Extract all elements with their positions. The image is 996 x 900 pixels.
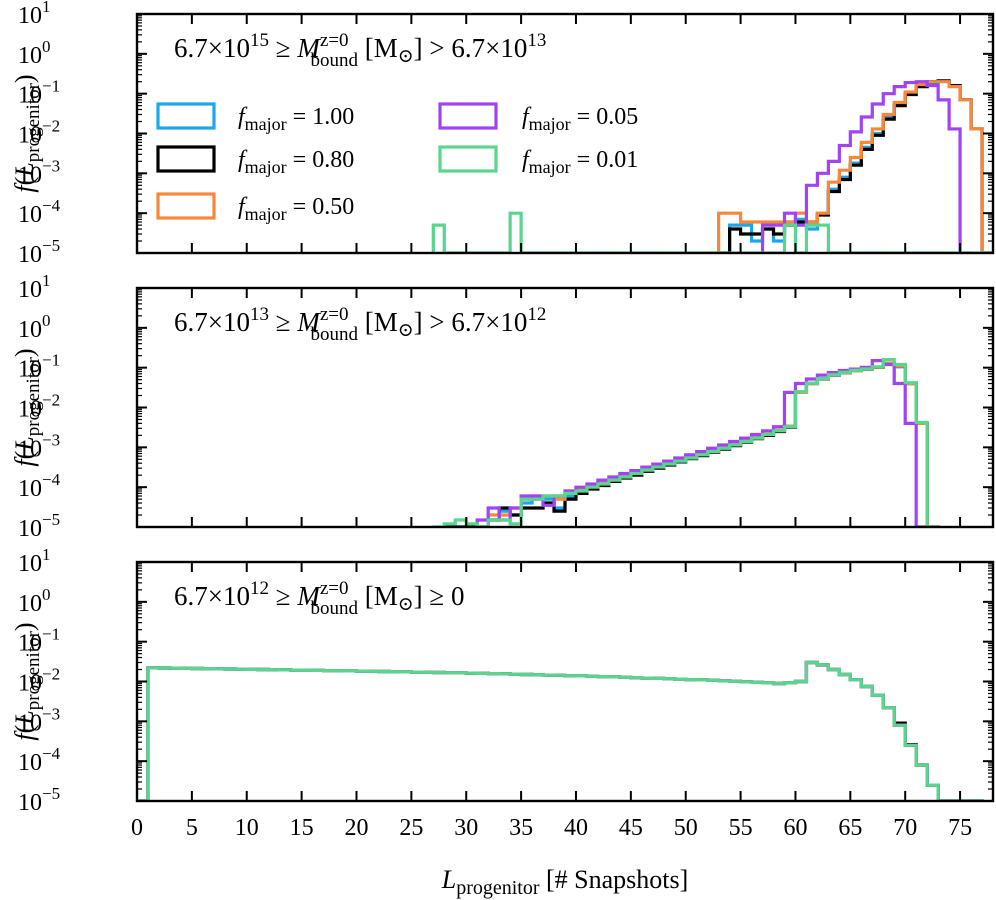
panel-3: 101 100 10−1 10−2 10−3 10−4 10−5 0 5 10 15 20 25 30 35… (10, 545, 995, 899)
x-axis-label: Lprogenitor [# Snapshots] (441, 865, 689, 899)
y-tick-label: 10−4 (18, 744, 61, 776)
y-tick-label: 100 (18, 37, 51, 69)
x-tick-label: 50 (674, 815, 698, 841)
x-tick-label: 75 (948, 815, 972, 841)
legend-label: fmajor = 1.00 (238, 104, 354, 134)
series-line-f-major-0-50 (486, 361, 940, 527)
series-line-f-major-0-01 (431, 211, 993, 253)
x-tick-label: 10 (235, 815, 259, 841)
x-tick-label: 0 (131, 815, 143, 841)
legend-label: fmajor = 0.50 (238, 194, 354, 224)
x-tick-label: 65 (838, 815, 862, 841)
x-tick-label: 15 (290, 815, 314, 841)
y-tick-label: 10−5 (18, 784, 60, 816)
legend-label: fmajor = 0.01 (522, 147, 638, 177)
legend-swatch (156, 145, 216, 173)
x-tick-label: 70 (893, 815, 917, 841)
panel-title: 6.7×1015 ≥ Mz=0 bound [M⊙] > 6.7×1013 (174, 30, 546, 71)
series-group (431, 357, 940, 527)
series-line-f-major-0-80 (137, 660, 984, 801)
y-tick-label: 10−1 (18, 77, 60, 109)
series-line-f-major-0-01 (431, 357, 940, 527)
y-tick-label: 10−3 (18, 704, 60, 736)
series-group (137, 660, 984, 801)
x-tick-label: 40 (564, 815, 588, 841)
series-line-f-major-0-80 (442, 361, 940, 527)
y-axis-label: f(Lprogenitor) (10, 348, 44, 466)
series-line-f-major-0-50 (137, 660, 984, 801)
series-group (431, 79, 993, 253)
y-tick-label: 10−2 (18, 665, 60, 697)
y-tick-label: 101 (18, 0, 51, 29)
x-tick-label: 60 (783, 815, 807, 841)
series-line-f-major-0-05 (760, 80, 973, 253)
y-tick-label: 10−2 (18, 117, 60, 149)
series-line-f-major-0-80 (717, 79, 993, 253)
x-tick-label: 25 (399, 815, 423, 841)
series-line-f-major-0-01 (137, 660, 984, 801)
legend-swatch (438, 145, 498, 173)
y-tick-label: 10−4 (18, 470, 61, 502)
series-line-f-major-1-00 (717, 79, 993, 253)
y-tick-label: 10−3 (18, 156, 60, 188)
panel-title: 6.7×1012 ≥ Mz=0 bound [M⊙] ≥ 0 (174, 578, 464, 619)
y-tick-label: 10−3 (18, 430, 60, 462)
y-tick-label: 100 (18, 311, 51, 343)
y-axis-label: f(Lprogenitor) (10, 74, 44, 192)
legend-label: fmajor = 0.05 (522, 104, 638, 134)
y-tick-label: 10−1 (18, 625, 60, 657)
x-tick-label: 55 (729, 815, 753, 841)
x-tick-label: 5 (186, 815, 198, 841)
legend-label: fmajor = 0.80 (238, 147, 354, 177)
y-tick-label: 10−1 (18, 351, 60, 383)
x-tick-label: 45 (619, 815, 643, 841)
y-tick-label: 101 (18, 271, 51, 303)
legend-swatch (438, 102, 498, 130)
x-tick-label: 20 (344, 815, 368, 841)
y-tick-label: 100 (18, 585, 51, 617)
legend-swatch (156, 192, 216, 220)
y-tick-label: 10−2 (18, 391, 60, 423)
y-tick-label: 101 (18, 545, 51, 577)
panel-2: 101 100 10−1 10−2 10−3 10−4 10−5 f(Lprogenitor)… (10, 271, 995, 542)
legend: fmajor = 1.00 fmajor = 0.05 fmajor = 0.80 f… (156, 102, 638, 224)
y-tick-label: 10−4 (18, 196, 61, 228)
series-line-f-major-1-00 (486, 362, 940, 527)
panel-1: 101 100 10−1 10−2 10−3 10−4 10−5 f(Lprogenitor)… (10, 0, 995, 268)
series-line-f-major-0-05 (137, 660, 984, 801)
y-axis-label: f(Lprogenitor) (10, 622, 44, 740)
legend-swatch (156, 102, 216, 130)
x-tick-label: 35 (509, 815, 533, 841)
series-line-f-major-0-50 (706, 80, 993, 253)
series-line-f-major-1-00 (137, 660, 984, 801)
y-tick-label: 10−5 (18, 510, 60, 542)
series-line-f-major-0-05 (475, 359, 929, 527)
y-tick-label: 10−5 (18, 236, 60, 268)
panel-title: 6.7×1013 ≥ Mz=0 bound [M⊙] > 6.7×1012 (174, 304, 546, 345)
x-tick-label: 30 (454, 815, 478, 841)
